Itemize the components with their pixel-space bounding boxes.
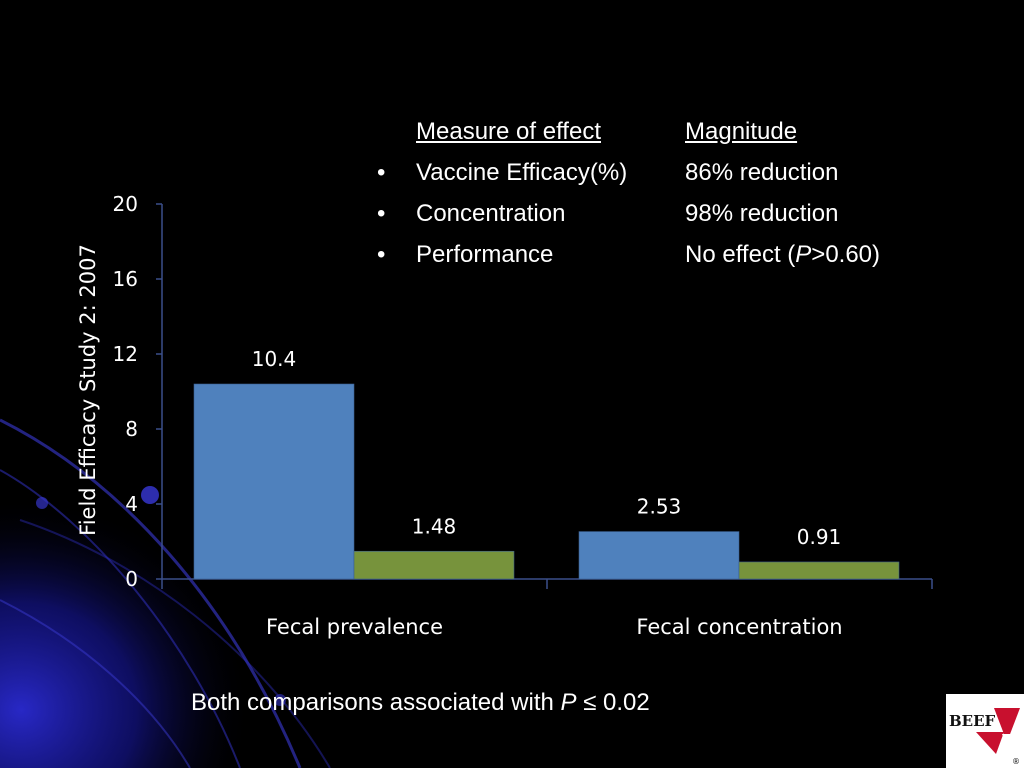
- y-axis-label: Field Efficacy Study 2: 2007: [76, 244, 100, 536]
- y-tick-label: 12: [113, 342, 138, 366]
- data-label: 2.53: [637, 495, 682, 519]
- bar: [738, 561, 900, 580]
- category-label: Fecal prevalence: [266, 615, 443, 639]
- table-header-magnitude: Magnitude: [685, 118, 798, 145]
- magnitude-suffix: >0.60): [811, 241, 881, 268]
- table-header-measure: Measure of effect: [416, 118, 601, 145]
- table-row-magnitude: 98% reduction: [685, 200, 839, 227]
- bar: [353, 550, 515, 580]
- footnote: Both comparisons associated with P ≤ 0.0…: [191, 689, 650, 717]
- y-tick-label: 8: [125, 417, 138, 441]
- magnitude-prefix: No effect (: [685, 241, 796, 268]
- y-tick-label: 4: [125, 492, 138, 516]
- footnote-prefix: Both comparisons associated with: [191, 689, 561, 716]
- data-label: 0.91: [797, 525, 842, 549]
- table-row-measure: Vaccine Efficacy(%): [416, 159, 628, 186]
- y-tick-label: 20: [113, 192, 138, 216]
- svg-text:®: ®: [1012, 757, 1020, 766]
- bullet-icon: •: [377, 159, 386, 186]
- data-label: 10.4: [252, 347, 297, 371]
- bullet-icon: •: [377, 241, 386, 268]
- y-tick-label: 0: [125, 567, 138, 591]
- footnote-p-symbol: P: [560, 689, 577, 716]
- bar: [578, 531, 740, 580]
- bar: [193, 383, 355, 580]
- category-label: Fecal concentration: [636, 615, 842, 639]
- table-row-magnitude: No effect (P>0.60): [685, 241, 880, 269]
- y-tick-label: 16: [113, 267, 138, 291]
- data-label: 1.48: [412, 514, 457, 538]
- bullet-icon: •: [377, 200, 386, 227]
- beef-logo: BEEF ®: [946, 694, 1024, 768]
- table-row-magnitude: 86% reduction: [685, 159, 839, 186]
- footnote-suffix: ≤ 0.02: [576, 689, 650, 716]
- svg-text:BEEF: BEEF: [949, 712, 996, 730]
- table-row-measure: Performance: [416, 241, 554, 268]
- p-symbol: P: [795, 241, 812, 268]
- table-row-measure: Concentration: [416, 200, 566, 227]
